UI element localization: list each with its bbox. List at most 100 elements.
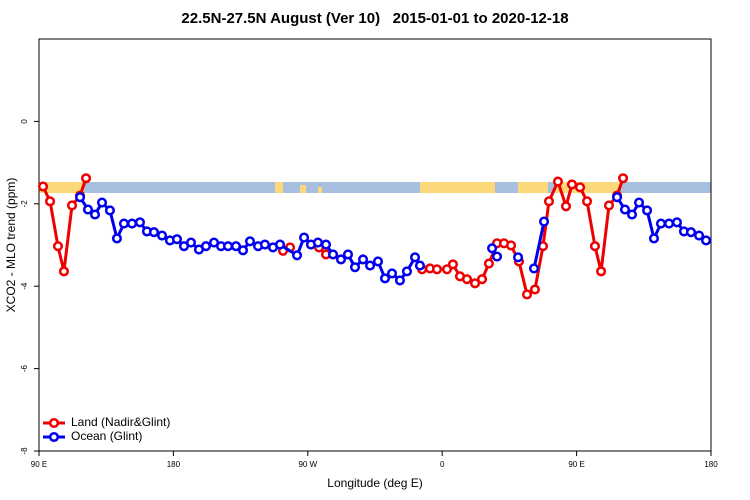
- point: [617, 173, 629, 184]
- point: [626, 209, 638, 220]
- point: [349, 262, 361, 273]
- point: [274, 239, 286, 250]
- point: [582, 196, 593, 207]
- point: [320, 239, 332, 250]
- x-tick-label: 180: [167, 460, 181, 469]
- point: [663, 218, 675, 229]
- point: [394, 275, 405, 286]
- y-tick-label: -2: [20, 200, 29, 208]
- point: [642, 205, 653, 216]
- point: [603, 200, 615, 211]
- point: [431, 264, 443, 275]
- point: [574, 182, 586, 193]
- y-tick-label: -8: [20, 447, 29, 455]
- point: [365, 260, 376, 271]
- point: [694, 230, 705, 241]
- legend-label: Land (Nadir&Glint): [71, 415, 170, 429]
- point: [566, 179, 578, 190]
- point: [80, 173, 92, 184]
- point: [96, 197, 108, 208]
- point: [528, 263, 540, 274]
- point: [491, 251, 503, 262]
- x-tick-label: 90 W: [298, 460, 317, 469]
- point: [312, 237, 324, 248]
- point: [701, 235, 712, 246]
- point: [538, 216, 550, 227]
- point: [157, 230, 168, 241]
- point: [244, 236, 256, 247]
- point: [291, 250, 303, 261]
- point: [447, 259, 459, 270]
- y-tick-label: 0: [20, 119, 29, 124]
- point: [386, 268, 398, 279]
- point: [487, 243, 498, 254]
- point: [483, 258, 494, 269]
- legend-marker: [48, 431, 60, 443]
- point: [619, 204, 631, 215]
- point: [75, 192, 86, 203]
- point: [299, 232, 310, 243]
- point: [414, 260, 425, 271]
- point: [82, 204, 94, 215]
- point: [58, 266, 69, 277]
- y-axis-label: XCO2 - MLO trend (ppm): [4, 178, 18, 313]
- x-tick-label: 90 E: [31, 460, 47, 469]
- point: [552, 176, 563, 187]
- point: [118, 218, 130, 229]
- point: [126, 218, 138, 229]
- point: [513, 252, 524, 263]
- point: [461, 274, 473, 285]
- map-strip: [39, 182, 711, 193]
- series-line: [41, 177, 625, 297]
- legend-marker: [48, 417, 60, 429]
- point: [66, 200, 78, 211]
- point: [521, 289, 533, 300]
- point: [237, 245, 249, 256]
- point: [543, 196, 555, 207]
- point: [633, 197, 645, 208]
- chart-title: 22.5N-27.5N August (Ver 10) 2015-01-01 t…: [181, 10, 568, 27]
- point: [505, 240, 517, 251]
- point: [655, 218, 667, 229]
- point: [200, 241, 212, 252]
- y-tick-label: -4: [20, 282, 29, 290]
- point: [104, 205, 115, 216]
- point: [111, 233, 123, 244]
- point: [185, 237, 197, 248]
- y-tick-label: -6: [20, 364, 29, 372]
- x-tick-label: 0: [440, 460, 445, 469]
- point: [612, 192, 623, 203]
- point: [409, 252, 421, 263]
- point: [45, 196, 56, 207]
- point: [37, 181, 49, 192]
- x-tick-label: 90 E: [568, 460, 584, 469]
- point: [372, 256, 384, 267]
- point: [134, 217, 145, 228]
- point: [335, 254, 347, 265]
- point: [223, 241, 234, 252]
- point: [358, 254, 369, 265]
- point: [342, 249, 354, 260]
- plot-frame: [38, 38, 712, 452]
- point: [477, 274, 488, 285]
- point: [441, 264, 453, 275]
- point: [230, 241, 242, 252]
- point: [52, 241, 64, 252]
- point: [589, 241, 601, 252]
- legend-label: Ocean (Glint): [71, 429, 142, 443]
- point: [648, 233, 660, 244]
- point: [560, 201, 572, 212]
- point: [327, 249, 339, 260]
- point: [171, 234, 183, 245]
- x-axis-label: Longitude (deg E): [327, 476, 422, 490]
- point: [529, 284, 540, 295]
- point: [89, 209, 101, 220]
- point: [685, 227, 697, 238]
- point: [671, 217, 683, 228]
- point: [148, 227, 160, 238]
- point: [379, 273, 391, 284]
- x-tick-label: 180: [704, 460, 718, 469]
- point: [596, 266, 607, 277]
- point: [401, 266, 413, 277]
